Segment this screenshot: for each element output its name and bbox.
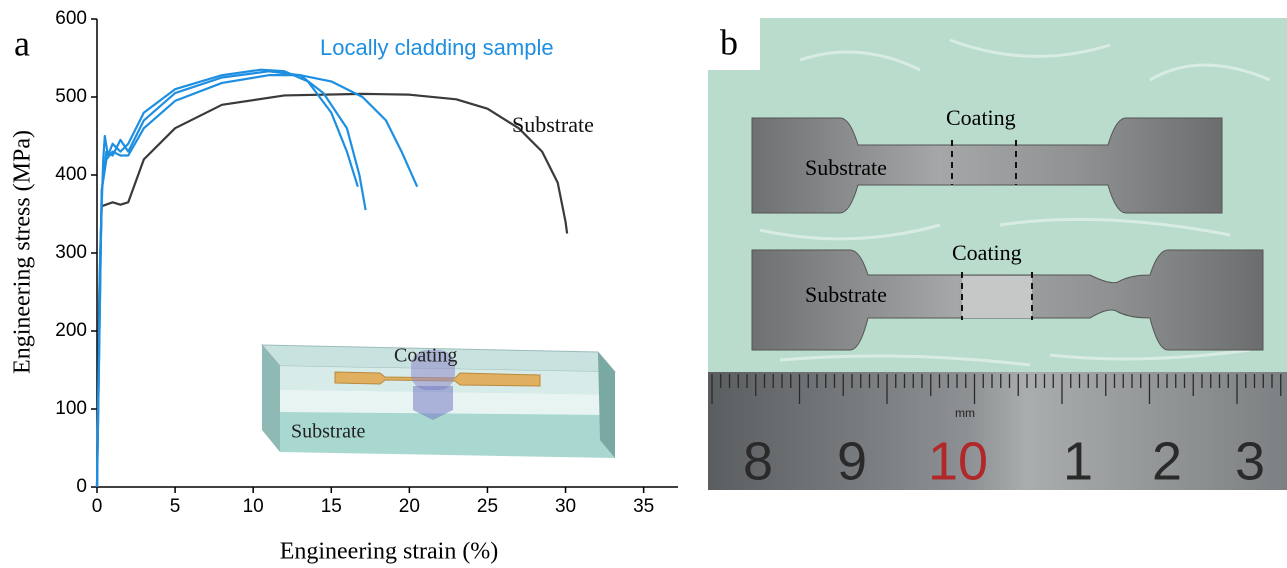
data-line [95, 70, 367, 488]
ruler-number: 3 [1235, 431, 1265, 491]
y-tick-label: 200 [55, 320, 87, 341]
x-tick-label: 5 [170, 496, 181, 517]
inset-label: Coating [394, 345, 457, 367]
y-tick-label: 300 [55, 242, 87, 263]
ruler-number: 2 [1152, 431, 1182, 491]
ruler-number: 8 [743, 431, 773, 491]
x-tick-label: 15 [321, 496, 342, 517]
series-label: Substrate [512, 112, 594, 137]
y-tick-label: 0 [76, 476, 87, 497]
x-tick-label: 30 [555, 496, 576, 517]
specimen [751, 117, 1223, 214]
specimen-label: Substrate [805, 155, 887, 180]
panel-label: b [720, 22, 738, 62]
plot-area: 0 5 10 15 20 25 30 35 0 100 200 300 400 500 600 [55, 8, 678, 517]
ruler-number: 10 [928, 431, 988, 491]
y-axis-label: Engineering stress (MPa) [10, 130, 36, 374]
data-line [95, 74, 419, 488]
specimen-label: Substrate [805, 282, 887, 307]
ruler-number: 9 [837, 431, 867, 491]
series-label: Locally cladding sample [320, 35, 554, 60]
x-axis-label: Engineering strain (%) [280, 539, 499, 565]
inset-label: Substrate [291, 421, 366, 443]
panel-label: a [14, 23, 30, 63]
data-line [95, 92, 569, 488]
ruler-number: 1 [1063, 431, 1093, 491]
y-tick-label: 400 [55, 164, 87, 185]
photo: b Coating Substrate Coating Substrate mm… [708, 18, 1287, 491]
x-tick-label: 10 [243, 496, 264, 517]
x-tick-label: 35 [633, 496, 654, 517]
data-line [95, 68, 359, 488]
x-tick-label: 20 [399, 496, 420, 517]
y-tick-label: 500 [55, 86, 87, 107]
y-tick-label: 100 [55, 398, 87, 419]
ruler [708, 372, 1287, 490]
x-tick-label: 25 [477, 496, 498, 517]
specimen-label: Coating [952, 240, 1022, 265]
specimen-label: Coating [946, 105, 1016, 130]
y-tick-label: 600 [55, 8, 87, 29]
x-tick-label: 0 [92, 496, 103, 517]
inset-schematic: Coating Substrate [260, 344, 617, 458]
ruler-unit: mm [955, 406, 975, 420]
